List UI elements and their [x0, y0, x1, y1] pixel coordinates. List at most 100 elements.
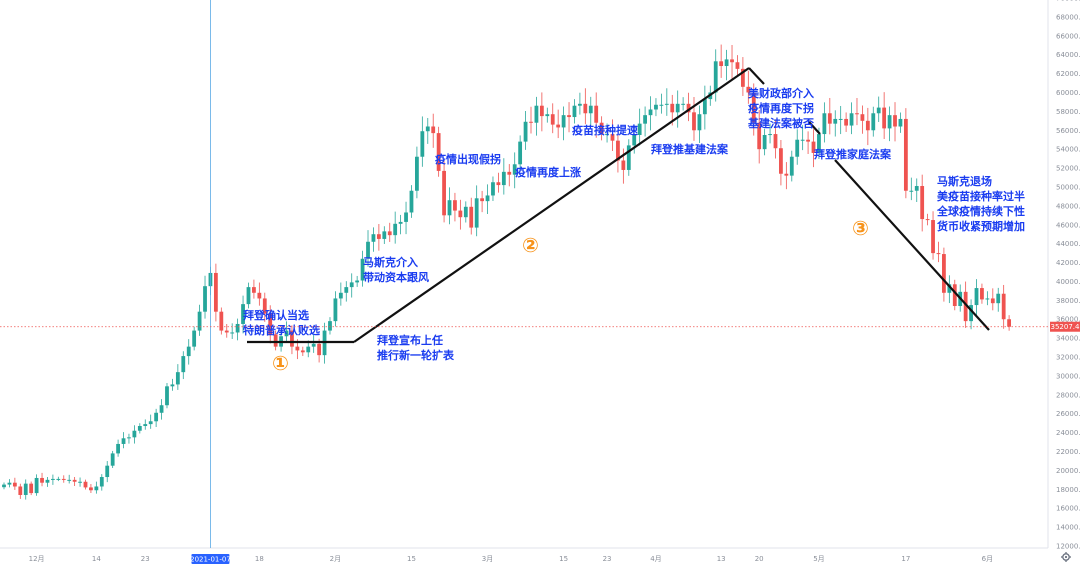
candle: [545, 107, 550, 123]
candle: [659, 93, 664, 114]
candle: [143, 419, 148, 430]
candle: [529, 106, 533, 134]
candle: [626, 139, 631, 176]
candle: [496, 172, 501, 193]
annotation-epidemic-rises: 疫情再度上涨: [515, 165, 581, 179]
candle: [170, 378, 175, 391]
y-tick-label: 14000.0: [1056, 524, 1080, 532]
candle: [838, 105, 843, 135]
candle: [72, 476, 77, 487]
annotation-vaccination-speeds: 疫苗接种提速: [572, 123, 638, 137]
candle: [29, 481, 34, 496]
candle: [366, 230, 370, 267]
candle: [224, 324, 229, 338]
candle: [360, 250, 365, 287]
candle: [697, 105, 702, 143]
candle: [230, 323, 235, 340]
candle: [990, 288, 995, 311]
trend-line-short: [808, 121, 821, 135]
y-tick-label: 38000.0: [1056, 297, 1080, 305]
y-tick-label: 46000.0: [1056, 221, 1080, 229]
y-tick-label: 48000.0: [1056, 202, 1080, 210]
x-tick-label: 3月: [482, 555, 493, 563]
candle: [186, 339, 191, 365]
candle: [844, 112, 849, 132]
candle: [588, 96, 593, 127]
y-tick-label: 56000.0: [1056, 127, 1080, 135]
candle: [2, 482, 6, 490]
candle: [83, 479, 88, 490]
candle: [300, 346, 305, 356]
candle: [463, 201, 468, 223]
candle: [132, 425, 137, 444]
candle: [398, 214, 403, 235]
candle: [605, 123, 609, 143]
candle: [344, 281, 349, 302]
candle: [23, 479, 28, 500]
candle: [306, 340, 311, 358]
y-tick-label: 52000.0: [1056, 165, 1080, 173]
candle: [290, 325, 294, 355]
candle: [420, 116, 425, 167]
candle: [594, 92, 599, 138]
candle: [99, 474, 104, 491]
candle: [974, 279, 979, 315]
candle: [849, 102, 854, 135]
y-tick-label: 40000.0: [1056, 278, 1080, 286]
y-tick-label: 36000.0: [1056, 316, 1080, 324]
candle: [7, 479, 12, 488]
candle: [34, 474, 39, 496]
y-tick-label: 12000.0: [1056, 543, 1080, 551]
y-tick-label: 34000.0: [1056, 335, 1080, 343]
y-tick-label: 42000.0: [1056, 259, 1080, 267]
candle: [349, 273, 354, 298]
candle: [969, 299, 973, 330]
x-tick-label: 5月: [813, 555, 824, 563]
candle: [328, 317, 332, 335]
annotation-vaccination-half: 美疫苗接种率过半: [937, 189, 1025, 203]
candle: [175, 364, 180, 390]
annotation-capital-follows: 带动资本跟风: [363, 270, 429, 284]
candle: [371, 227, 376, 252]
candle: [534, 96, 539, 136]
candle: [121, 432, 126, 449]
candle: [686, 92, 691, 122]
y-tick-label: 32000.0: [1056, 354, 1080, 362]
candle: [583, 88, 588, 125]
y-tick-label: 54000.0: [1056, 146, 1080, 154]
candle: [89, 483, 93, 493]
candle: [572, 99, 577, 124]
candle: [898, 112, 903, 133]
candle: [577, 92, 582, 115]
candle: [1001, 284, 1006, 329]
candle: [833, 110, 838, 137]
candle: [311, 334, 316, 353]
candle: [262, 292, 267, 322]
candle: [637, 108, 642, 146]
candle: [458, 199, 463, 230]
trend-line-peak-drop: [748, 67, 765, 85]
x-tick-label: 17: [901, 555, 910, 563]
candle: [474, 185, 479, 237]
candle: [523, 111, 528, 150]
candle: [404, 201, 408, 235]
candle: [127, 433, 131, 444]
candle: [871, 106, 876, 137]
candle: [241, 295, 245, 334]
annotation-family-plan: 拜登推家庭法案: [814, 147, 892, 161]
y-tick-label: 50000.0: [1056, 183, 1080, 191]
candle: [762, 128, 767, 156]
candle: [56, 476, 61, 482]
annotation-musk-enters: 马斯克介入: [363, 255, 418, 269]
candle: [235, 318, 240, 341]
svg-text:2021-01-07: 2021-01-07: [190, 556, 231, 564]
candle: [806, 131, 810, 155]
candle: [664, 88, 669, 116]
candle: [702, 85, 707, 130]
candle: [338, 282, 343, 306]
settings-gear-icon[interactable]: [1061, 552, 1071, 562]
candle: [980, 283, 984, 304]
candle: [855, 97, 859, 126]
